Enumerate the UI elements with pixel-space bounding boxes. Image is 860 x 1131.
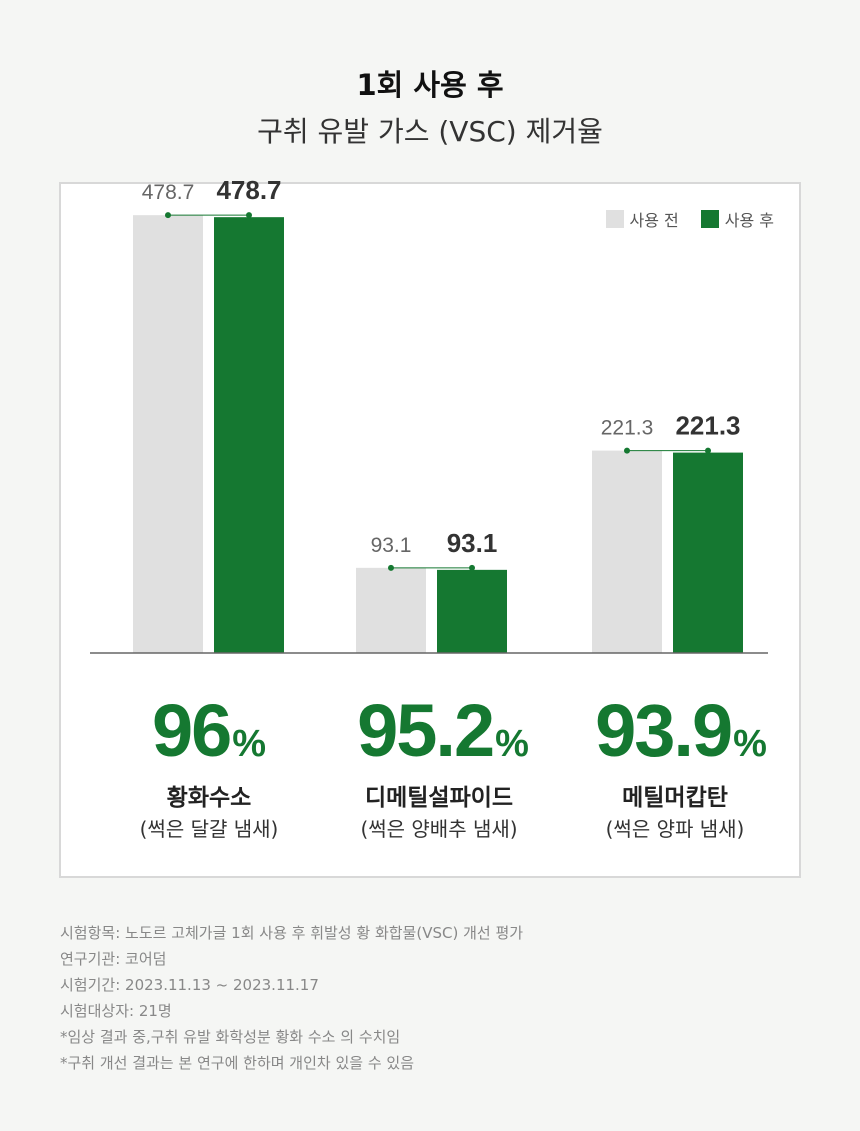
result-desc-1: (썩은 달걀 냄새) [139, 817, 279, 841]
legend-swatch-after [700, 210, 719, 228]
chart-legend: 사용 전 사용 후 [584, 207, 774, 231]
result-percent-2: 95.2% [313, 688, 573, 773]
value-label-before: 221.3 [601, 417, 654, 440]
note-line: *구취 개선 결과는 본 연구에 한하며 개인차 있을 수 있음 [60, 1054, 415, 1072]
bar-after [214, 217, 284, 653]
value-label-before: 93.1 [371, 534, 412, 557]
connector-dot [469, 564, 475, 571]
study-notes: 시험항목: 노도르 고체가글 1회 사용 후 휘발성 황 화합물(VSC) 개선… [60, 920, 820, 1076]
bar-after [437, 569, 507, 653]
result-percent-3: 93.9% [551, 688, 811, 773]
connector-dot [705, 447, 711, 454]
result-percent-value: 96 [151, 689, 232, 772]
bar-before [133, 215, 203, 653]
value-label-after: 93.1 [447, 528, 498, 558]
note-line: 연구기관: 코어덤 [60, 950, 167, 968]
result-name-2: 디메틸설파이드 [364, 785, 514, 811]
result-desc-2: (썩은 양배추 냄새) [360, 817, 518, 841]
result-desc-3: (썩은 양파 냄새) [605, 817, 745, 841]
legend-item-after: 사용 후 [700, 207, 774, 231]
page-title: 1회 사용 후 [356, 68, 504, 102]
result-name-1: 황화수소 [166, 785, 252, 811]
bar-before [592, 450, 662, 653]
result-percent-value: 95.2 [357, 689, 495, 772]
note-line: 시험항목: 노도르 고체가글 1회 사용 후 휘발성 황 화합물(VSC) 개선… [60, 924, 524, 942]
connector-dot [624, 447, 630, 454]
percent-symbol: % [495, 723, 529, 765]
value-label-after: 221.3 [675, 411, 740, 441]
legend-label-after: 사용 후 [724, 211, 774, 230]
result-name-3: 메틸머캅탄 [622, 785, 728, 811]
note-line: 시험대상자: 21명 [60, 1002, 172, 1020]
connector-dot [165, 212, 171, 219]
legend-swatch-before [605, 210, 624, 228]
result-percent-1: 96% [79, 688, 339, 773]
note-line: *임상 결과 중,구취 유발 화학성분 황화 수소 의 수치임 [60, 1028, 401, 1046]
legend-item-before: 사용 전 [605, 207, 679, 231]
legend-label-before: 사용 전 [629, 211, 679, 230]
note-line: 시험기간: 2023.11.13 ~ 2023.11.17 [60, 976, 319, 994]
bar-before [356, 567, 426, 653]
connector-dot [388, 564, 394, 571]
bar-after [673, 452, 743, 653]
page-subtitle: 구취 유발 가스 (VSC) 제거율 [257, 115, 603, 148]
value-label-before: 478.7 [142, 181, 195, 204]
value-label-after: 478.7 [216, 175, 281, 205]
connector-dot [246, 212, 252, 219]
percent-symbol: % [232, 723, 267, 765]
percent-symbol: % [733, 723, 767, 765]
result-percent-value: 93.9 [595, 689, 733, 772]
